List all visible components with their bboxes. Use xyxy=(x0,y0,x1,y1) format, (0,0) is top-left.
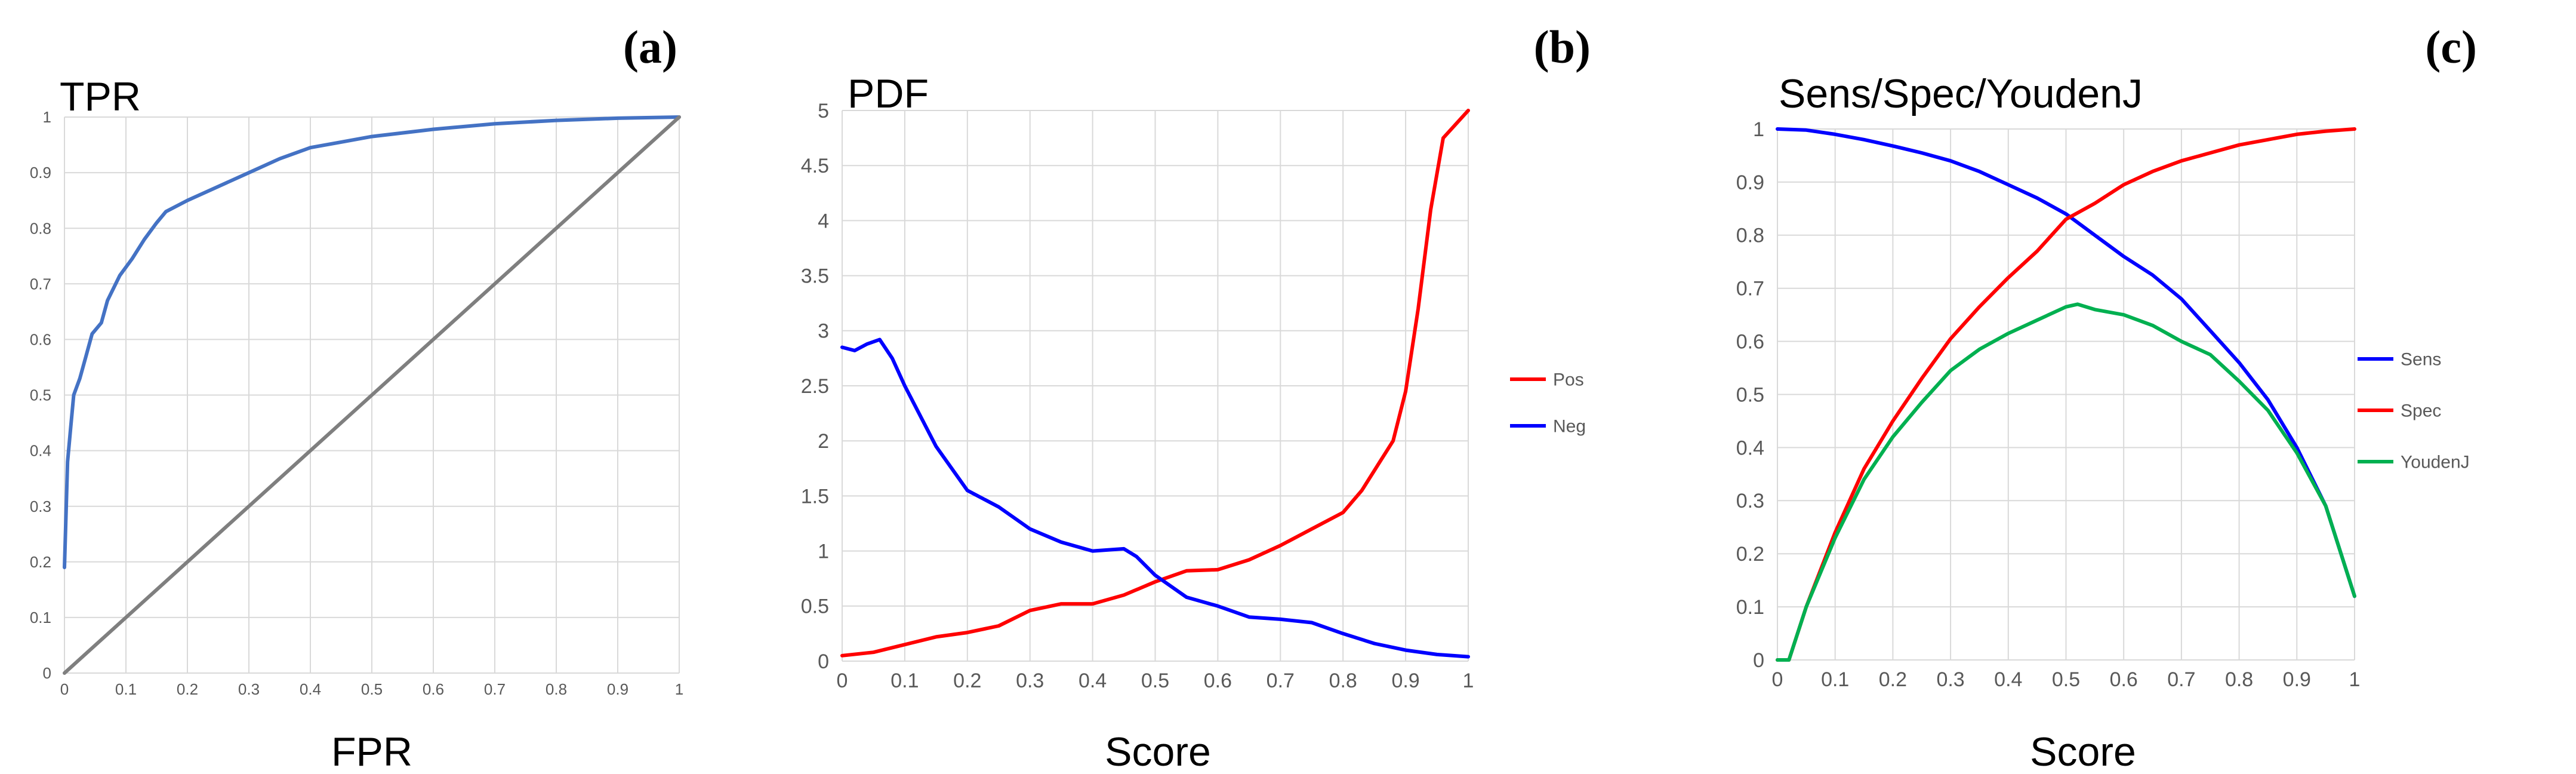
x-tick-label: 0.6 xyxy=(423,680,444,698)
y-tick-label: 0 xyxy=(43,664,51,682)
x-tick-label: 1 xyxy=(675,680,683,698)
y-tick-label: 0.5 xyxy=(30,386,51,404)
x-tick-label: 0.2 xyxy=(953,669,981,692)
x-tick-label: 0.2 xyxy=(177,680,198,698)
x-tick-label: 0 xyxy=(837,669,848,692)
y-tick-label: 4.5 xyxy=(801,155,829,177)
panel-b-letter: (b) xyxy=(1534,21,1591,73)
x-tick-label: 0.6 xyxy=(2110,668,2138,691)
roc-line xyxy=(63,115,681,570)
y-tick-label: 3 xyxy=(818,320,829,343)
x-tick-label: 0.1 xyxy=(890,669,919,692)
pos-line xyxy=(840,109,1470,658)
x-tick-label: 0.5 xyxy=(361,680,383,698)
y-tick-label: 4 xyxy=(818,210,829,232)
y-tick-label: 0.5 xyxy=(801,595,829,618)
panel-a-xlabel: FPR xyxy=(331,729,412,774)
y-tick-label: 0.7 xyxy=(30,275,51,293)
sens-line xyxy=(1776,127,2356,598)
x-tick-label: 0.1 xyxy=(1821,668,1849,691)
y-tick-label: 0.2 xyxy=(1736,543,1764,566)
y-tick-label: 0.3 xyxy=(30,497,51,515)
y-tick-label: 0.4 xyxy=(30,442,51,460)
x-tick-label: 0.2 xyxy=(1879,668,1907,691)
y-tick-label: 0.1 xyxy=(1736,596,1764,619)
x-tick-label: 0.7 xyxy=(2167,668,2195,691)
legend-label-youdenj: YoudenJ xyxy=(2401,453,2470,472)
y-tick-label: 1.5 xyxy=(801,485,829,508)
y-tick-label: 0.9 xyxy=(1736,171,1764,194)
y-tick-label: 1 xyxy=(43,108,51,126)
y-tick-label: 0.3 xyxy=(1736,490,1764,512)
x-tick-label: 0.7 xyxy=(1267,669,1295,692)
panel-c-title: Sens/Spec/YoudenJ xyxy=(1779,71,2143,116)
spec-line xyxy=(1776,127,2356,662)
y-tick-label: 0.8 xyxy=(1736,225,1764,247)
x-tick-label: 0.9 xyxy=(1391,669,1419,692)
panel-b-xlabel: Score xyxy=(1105,729,1211,774)
legend-label-spec: Spec xyxy=(2401,401,2441,421)
x-tick-label: 0.8 xyxy=(2225,668,2253,691)
y-tick-label: 0 xyxy=(818,650,829,673)
y-tick-label: 0.6 xyxy=(1736,331,1764,354)
y-tick-label: 2.5 xyxy=(801,375,829,398)
youdenj-line xyxy=(1776,302,2356,662)
y-tick-label: 3.5 xyxy=(801,265,829,288)
x-tick-label: 0.8 xyxy=(546,680,567,698)
panel-b-title: PDF xyxy=(848,71,929,116)
panel-c-letter: (c) xyxy=(2425,21,2477,73)
x-tick-label: 1 xyxy=(1463,669,1474,692)
x-tick-label: 0 xyxy=(1772,668,1783,691)
panel-c-sens-spec: Sens/Spec/YoudenJ (c) Score 0 0.1 0.2 0.3 0.… xyxy=(1736,21,2477,774)
y-tick-label: 0.7 xyxy=(1736,278,1764,300)
x-tick-label: 0.3 xyxy=(238,680,260,698)
y-tick-label: 0.9 xyxy=(30,164,51,182)
legend-label-pos: Pos xyxy=(1553,370,1584,390)
panel-a-title: TPR xyxy=(60,74,141,119)
legend-label-neg: Neg xyxy=(1553,417,1586,437)
x-tick-label: 0.5 xyxy=(1141,669,1169,692)
x-tick-label: 0.6 xyxy=(1204,669,1232,692)
neg-line xyxy=(840,337,1470,659)
y-tick-label: 0.6 xyxy=(30,331,51,349)
x-tick-label: 0.3 xyxy=(1016,669,1044,692)
y-tick-label: 0.5 xyxy=(1736,383,1764,406)
panel-b-pdf: PDF (b) Score 0 0.1 0.2 0.3 0.4 0.5 0.6 0.7 0.8 0… xyxy=(801,21,1591,774)
x-tick-label: 0.5 xyxy=(2052,668,2080,691)
legend-label-sens: Sens xyxy=(2401,350,2441,370)
panel-c-xlabel: Score xyxy=(2030,729,2136,774)
y-tick-label: 0.8 xyxy=(30,219,51,237)
x-tick-label: 0.4 xyxy=(1994,668,2022,691)
x-tick-label: 0.9 xyxy=(2283,668,2311,691)
x-tick-label: 0.1 xyxy=(115,680,137,698)
panel-a-roc: TPR (a) FPR 0 0.1 0.2 0.3 0.4 0.5 0.6 0.7 0.8 0.9… xyxy=(30,21,683,774)
panel-a-letter: (a) xyxy=(623,21,677,73)
y-tick-label: 2 xyxy=(818,430,829,453)
y-tick-label: 0.1 xyxy=(30,609,51,626)
y-tick-label: 0.2 xyxy=(30,553,51,571)
y-tick-label: 5 xyxy=(818,100,829,122)
x-tick-label: 0.7 xyxy=(484,680,506,698)
y-tick-label: 1 xyxy=(1753,118,1764,141)
x-tick-label: 0.8 xyxy=(1329,669,1357,692)
y-tick-label: 0.4 xyxy=(1736,437,1764,459)
x-tick-label: 1 xyxy=(2349,668,2361,691)
x-tick-label: 0 xyxy=(60,680,69,698)
x-tick-label: 0.3 xyxy=(1936,668,1964,691)
diagonal-reference-line xyxy=(63,115,681,675)
x-tick-label: 0.9 xyxy=(607,680,628,698)
y-tick-label: 1 xyxy=(818,540,829,563)
x-tick-label: 0.4 xyxy=(1079,669,1107,692)
y-tick-label: 0 xyxy=(1753,649,1764,672)
x-tick-label: 0.4 xyxy=(300,680,321,698)
